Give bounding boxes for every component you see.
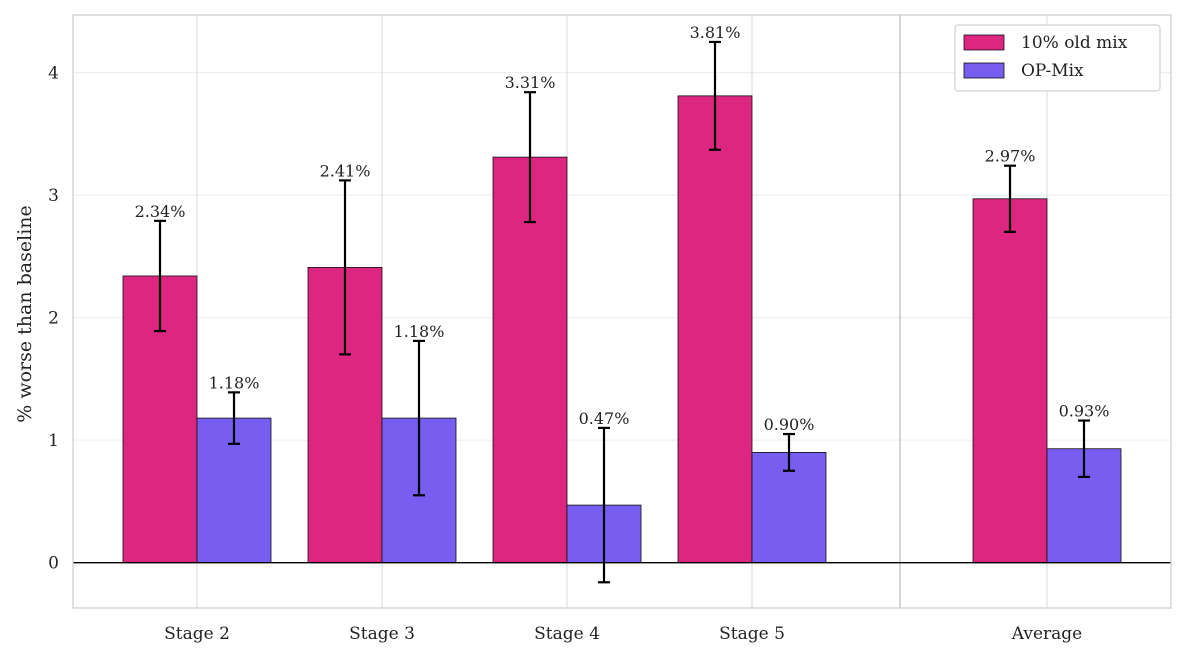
y-axis-label: % worse than baseline	[14, 205, 36, 423]
data-label: 1.18%	[394, 322, 445, 341]
data-label: 2.41%	[320, 161, 371, 180]
data-label: 3.31%	[505, 73, 556, 92]
plot-frame	[72, 14, 1172, 609]
legend-box	[954, 24, 1161, 92]
bars	[122, 95, 1122, 564]
y-tick-label: 0	[48, 554, 59, 574]
bar	[972, 198, 1048, 564]
legend-swatch	[963, 62, 1005, 79]
y-tick-label: 1	[48, 431, 59, 451]
bar	[677, 95, 753, 564]
data-label: 1.18%	[209, 373, 260, 392]
data-label: 0.47%	[579, 409, 630, 428]
x-tick-label: Average	[1011, 624, 1082, 644]
data-label: 0.93%	[1059, 402, 1110, 421]
y-tick-label: 2	[48, 309, 59, 329]
x-tick-label: Stage 3	[349, 624, 415, 644]
legend-swatch	[963, 34, 1005, 51]
legend-label: OP-Mix	[1021, 61, 1084, 81]
data-label: 2.97%	[985, 147, 1036, 166]
data-label: 2.34%	[135, 202, 186, 221]
y-tick-label: 3	[48, 186, 59, 206]
x-tick-label: Stage 5	[719, 624, 785, 644]
error-bars	[154, 40, 1090, 584]
x-tick-label: Stage 4	[534, 624, 600, 644]
bar	[492, 156, 568, 564]
x-tick-label: Stage 2	[164, 624, 230, 644]
axes: 0 1 2 3 4 Stage 2 Stage 3 Stage 4 Stage 5 Average	[48, 14, 1172, 644]
data-label: 3.81%	[690, 23, 741, 42]
y-tick-label: 4	[48, 64, 59, 84]
legend: 10% old mix OP-Mix	[954, 24, 1161, 92]
legend-label: 10% old mix	[1021, 33, 1128, 53]
data-label: 0.90%	[764, 415, 815, 434]
data-labels: 2.34% 2.41% 3.31% 3.81% 2.97% 1.18% 1.18% 0.47%…	[135, 23, 1110, 434]
